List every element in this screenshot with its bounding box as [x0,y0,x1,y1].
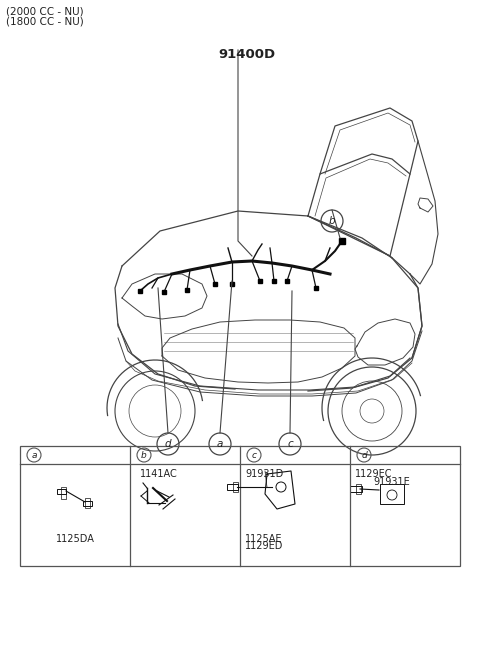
Text: d: d [361,451,367,459]
Bar [83,501,92,506]
Bar [380,484,404,504]
Text: c: c [287,439,293,449]
Text: 1125DA: 1125DA [56,534,95,544]
Text: 1129EC: 1129EC [355,469,393,479]
Bar [61,487,66,499]
Text: 91931E: 91931E [373,477,410,487]
Text: 91400D: 91400D [218,48,275,61]
Bar [356,484,361,494]
Text: d: d [165,439,171,449]
Bar [350,486,362,492]
Text: a: a [217,439,223,449]
Text: a: a [31,451,37,459]
Text: 91931D: 91931D [245,469,283,479]
Text: b: b [329,216,336,226]
Text: (2000 CC - NU): (2000 CC - NU) [6,6,84,16]
Text: 1129ED: 1129ED [245,541,283,551]
Text: (1800 CC - NU): (1800 CC - NU) [6,17,84,27]
Text: 1125AE: 1125AE [245,534,283,544]
Bar [20,446,460,566]
Text: 1141AC: 1141AC [140,469,178,479]
Bar [85,498,90,508]
Bar [57,489,66,494]
Bar [227,484,238,490]
Text: c: c [252,451,256,459]
Text: b: b [141,451,147,459]
Bar [233,482,238,492]
